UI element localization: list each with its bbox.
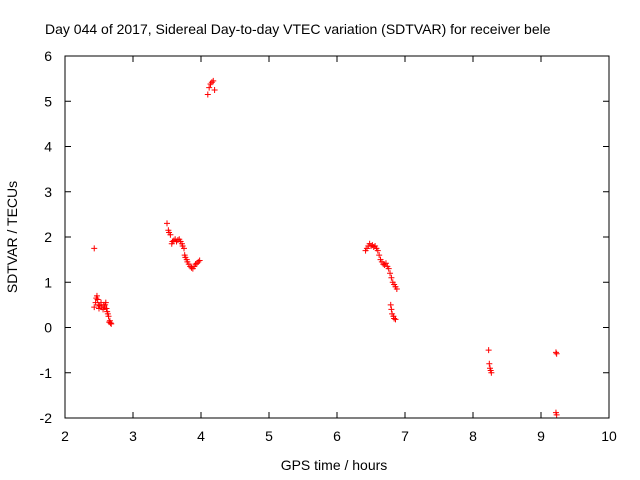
y-tick-label: 1 <box>44 274 52 290</box>
x-tick-label: 3 <box>129 428 137 444</box>
data-point <box>164 220 170 227</box>
data-point <box>105 313 112 320</box>
x-axis-label: GPS time / hours <box>281 457 388 473</box>
chart-title: Day 044 of 2017, Sidereal Day-to-day VTE… <box>45 21 551 37</box>
plot-frame <box>64 55 610 419</box>
data-point <box>485 347 492 354</box>
data-point <box>370 243 377 250</box>
y-tick-label: 3 <box>44 184 52 200</box>
data-point <box>96 305 102 312</box>
y-tick-label: 4 <box>44 139 52 155</box>
y-axis-label: SDTVAR / TECUs <box>4 181 20 293</box>
data-point <box>103 305 110 312</box>
y-tick-label: -1 <box>40 365 53 381</box>
data-point <box>392 316 399 323</box>
data-point <box>376 252 383 259</box>
data-point <box>382 260 389 267</box>
data-point <box>391 315 398 322</box>
y-tick-label: 2 <box>44 229 52 245</box>
data-point <box>210 77 217 84</box>
data-point <box>552 349 559 356</box>
data-point <box>553 411 560 418</box>
data-point <box>91 245 98 252</box>
y-tick-label: 0 <box>44 320 52 336</box>
data-point <box>102 299 109 306</box>
data-point <box>188 264 195 271</box>
data-point <box>488 369 495 376</box>
data-point <box>374 247 381 254</box>
data-point <box>206 84 213 91</box>
data-point <box>108 320 115 327</box>
y-tick-label: -2 <box>40 410 53 426</box>
x-tick-label: 2 <box>61 428 69 444</box>
data-point <box>91 304 98 311</box>
y-tick-label: 6 <box>44 48 52 64</box>
x-tick-label: 8 <box>469 428 477 444</box>
data-point <box>393 286 400 293</box>
data-point <box>107 319 114 326</box>
data-point <box>94 296 101 303</box>
data-point <box>167 231 174 238</box>
data-point <box>174 237 181 244</box>
x-tick-label: 5 <box>265 428 273 444</box>
data-point <box>388 274 395 281</box>
data-point <box>204 91 211 98</box>
y-axis-tick-labels: -2 -1 0 1 2 3 4 5 6 <box>40 48 53 426</box>
x-axis-ticks <box>64 56 610 418</box>
x-tick-label: 7 <box>401 428 409 444</box>
data-point <box>553 350 560 357</box>
x-tick-label: 4 <box>197 428 205 444</box>
data-point <box>385 265 392 272</box>
data-point <box>208 79 215 86</box>
data-point <box>388 306 395 313</box>
data-point <box>387 301 394 308</box>
x-axis-tick-labels: 2 3 4 5 6 7 8 9 10 <box>61 428 617 444</box>
x-tick-label: 6 <box>333 428 341 444</box>
x-tick-label: 9 <box>537 428 545 444</box>
data-point <box>196 257 203 264</box>
data-point <box>193 260 200 267</box>
data-point <box>486 360 493 367</box>
data-points <box>91 77 560 418</box>
y-tick-label: 5 <box>44 93 52 109</box>
data-point <box>211 86 218 93</box>
data-point <box>93 292 100 299</box>
data-point <box>195 258 202 265</box>
data-point <box>380 261 387 268</box>
data-point <box>387 270 394 277</box>
data-point <box>181 245 187 252</box>
y-axis-ticks <box>65 55 609 419</box>
x-tick-label: 10 <box>601 428 617 444</box>
